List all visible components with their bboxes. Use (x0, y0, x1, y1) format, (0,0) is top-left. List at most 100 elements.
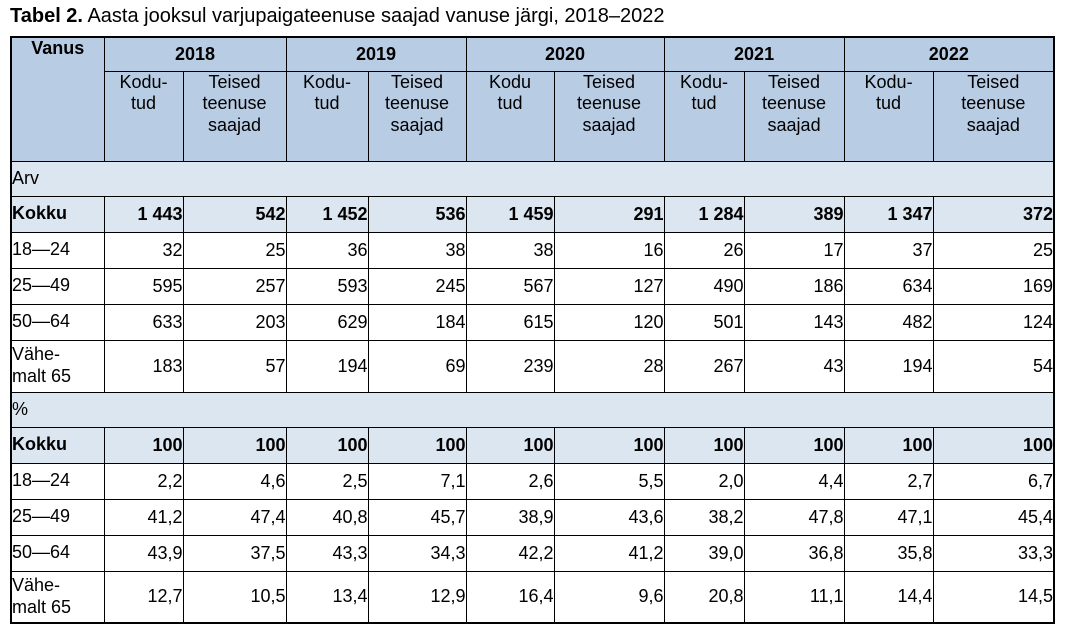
value-cell: 634 (843, 267, 934, 305)
value-cell: 186 (743, 267, 845, 305)
table-row: 50—64 633 203 629 184 615 120 501 143 482 124 (10, 303, 1055, 341)
value-cell: 43,9 (103, 534, 184, 572)
value-cell: 100 (182, 426, 287, 464)
value-cell: 2,7 (843, 462, 934, 500)
value-cell: 45,4 (932, 498, 1055, 536)
value-cell: 20,8 (663, 570, 745, 624)
value-cell: 26 (663, 231, 745, 269)
table-row: 50—64 43,9 37,5 43,3 34,3 42,2 41,2 39,0 36,8 35,… (10, 534, 1055, 572)
value-cell: 6,7 (932, 462, 1055, 500)
value-cell: 629 (285, 303, 369, 341)
value-cell: 100 (465, 426, 555, 464)
value-cell: 501 (663, 303, 745, 341)
value-cell: 100 (932, 426, 1055, 464)
value-cell: 194 (285, 339, 369, 393)
value-cell: 37,5 (182, 534, 287, 572)
value-cell: 16 (553, 231, 665, 269)
value-cell: 14,4 (843, 570, 934, 624)
table-row: 18—24 2,2 4,6 2,5 7,1 2,6 5,5 2,0 4,4 2,7 6,7 (10, 462, 1055, 500)
value-cell: 34,3 (367, 534, 467, 572)
value-cell: 57 (182, 339, 287, 393)
table-caption-text: Aasta jooksul varjupaigateenuse saajad v… (83, 5, 665, 27)
value-cell: 100 (285, 426, 369, 464)
value-cell: 245 (367, 267, 467, 305)
value-cell: 127 (553, 267, 665, 305)
value-cell: 100 (367, 426, 467, 464)
value-cell: 567 (465, 267, 555, 305)
value-cell: 38 (367, 231, 467, 269)
value-cell: 257 (182, 267, 287, 305)
subcol-header-2021-1: Teised teenuse saajad (743, 70, 845, 162)
value-cell: 47,4 (182, 498, 287, 536)
value-cell: 54 (932, 339, 1055, 393)
subcol-header-2022-0: Kodu- tud (843, 70, 934, 162)
value-cell: 100 (843, 426, 934, 464)
table-row: Kokku 100 100 100 100 100 100 100 100 100 100 (10, 426, 1055, 464)
value-cell: 14,5 (932, 570, 1055, 624)
table-row: 25—49 595 257 593 245 567 127 490 186 634 169 (10, 267, 1055, 305)
value-cell: 1 452 (285, 195, 369, 233)
subcol-header-2020-1: Teised teenuse saajad (553, 70, 665, 162)
year-header-2021: 2021 (663, 36, 845, 72)
year-header-2019: 2019 (285, 36, 467, 72)
value-cell: 36 (285, 231, 369, 269)
corner-header-vanus: Vanus (10, 36, 105, 162)
value-cell: 5,5 (553, 462, 665, 500)
value-cell: 40,8 (285, 498, 369, 536)
value-cell: 25 (182, 231, 287, 269)
subcol-header-2019-1: Teised teenuse saajad (367, 70, 467, 162)
row-label: 25—49 (10, 267, 105, 305)
value-cell: 120 (553, 303, 665, 341)
value-cell: 13,4 (285, 570, 369, 624)
value-cell: 32 (103, 231, 184, 269)
row-label: 50—64 (10, 534, 105, 572)
value-cell: 2,6 (465, 462, 555, 500)
table-row: 25—49 41,2 47,4 40,8 45,7 38,9 43,6 38,2 47,8 47,… (10, 498, 1055, 536)
header-row-years: Vanus 2018 2019 2020 2021 2022 (10, 36, 1055, 162)
value-cell: 4,6 (182, 462, 287, 500)
value-cell: 12,9 (367, 570, 467, 624)
value-cell: 11,1 (743, 570, 845, 624)
stats-table: Vanus 2018 2019 2020 2021 2022 Kodu- tud Teised… (10, 36, 1056, 624)
section-row: Arv (10, 160, 1055, 197)
value-cell: 2,2 (103, 462, 184, 500)
subcol-header-2020-0: Kodu tud (465, 70, 555, 162)
row-label: Vähe- malt 65 (10, 570, 105, 624)
value-cell: 28 (553, 339, 665, 393)
value-cell: 267 (663, 339, 745, 393)
table-caption-number: Tabel 2. (10, 5, 83, 27)
value-cell: 633 (103, 303, 184, 341)
section-label: % (10, 391, 1055, 428)
header-row-subcolumns: Kodu- tud Teised teenuse saajad Kodu- tud T… (11, 70, 1055, 162)
value-cell: 38,9 (465, 498, 555, 536)
value-cell: 124 (932, 303, 1055, 341)
row-label: 50—64 (10, 303, 105, 341)
value-cell: 43,6 (553, 498, 665, 536)
value-cell: 372 (932, 195, 1055, 233)
value-cell: 169 (932, 267, 1055, 305)
value-cell: 17 (743, 231, 845, 269)
value-cell: 389 (743, 195, 845, 233)
value-cell: 194 (843, 339, 934, 393)
value-cell: 2,5 (285, 462, 369, 500)
subcol-header-2018-0: Kodu- tud (103, 70, 184, 162)
value-cell: 2,0 (663, 462, 745, 500)
row-label: 25—49 (10, 498, 105, 536)
table-row: Vähe- malt 65 183 57 194 69 239 28 267 43 194 54 (10, 339, 1055, 393)
value-cell: 33,3 (932, 534, 1055, 572)
value-cell: 100 (553, 426, 665, 464)
year-header-2022: 2022 (843, 36, 1055, 72)
row-label: 18—24 (10, 231, 105, 269)
value-cell: 25 (932, 231, 1055, 269)
value-cell: 100 (663, 426, 745, 464)
value-cell: 38,2 (663, 498, 745, 536)
subcol-header-2021-0: Kodu- tud (663, 70, 745, 162)
year-header-2020: 2020 (465, 36, 665, 72)
value-cell: 184 (367, 303, 467, 341)
row-label: Vähe- malt 65 (10, 339, 105, 393)
subcol-header-2018-1: Teised teenuse saajad (182, 70, 287, 162)
value-cell: 615 (465, 303, 555, 341)
value-cell: 12,7 (103, 570, 184, 624)
value-cell: 47,8 (743, 498, 845, 536)
value-cell: 542 (182, 195, 287, 233)
